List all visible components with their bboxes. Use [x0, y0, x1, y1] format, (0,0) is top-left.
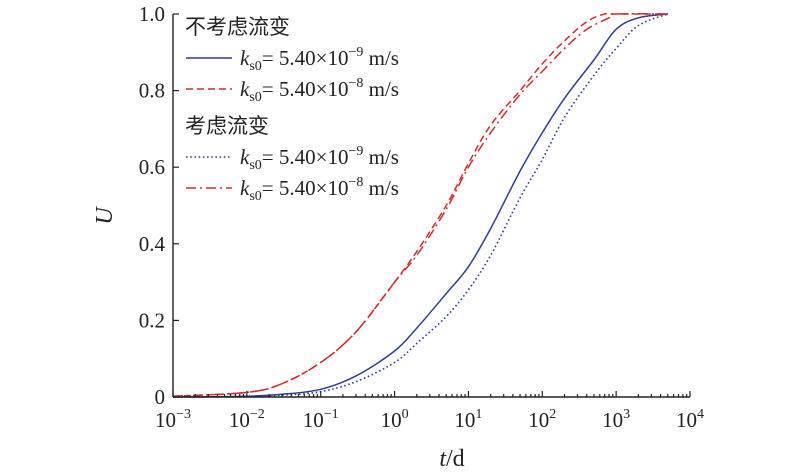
x-tick-exponent: −1 — [324, 407, 339, 422]
x-axis-label-unit: /d — [446, 446, 465, 472]
x-tick-exponent: −3 — [176, 407, 191, 422]
x-tick-exponent: 0 — [402, 407, 409, 422]
x-tick-base: 10 — [229, 408, 250, 432]
y-ticks: 0 0.2 0.4 0.6 0.8 1.0 — [139, 2, 179, 409]
x-tick-exponent: 1 — [475, 407, 482, 422]
x-tick-label: 100 — [381, 407, 409, 432]
y-tick-label: 0 — [155, 385, 166, 409]
y-axis-label: U — [92, 206, 118, 225]
x-tick-exponent: 4 — [697, 407, 704, 422]
axes — [172, 14, 690, 398]
x-tick-label: 104 — [676, 407, 704, 432]
x-axis-label-var: t — [439, 446, 447, 472]
y-tick-label: 1.0 — [139, 2, 165, 26]
x-tick-label: 10−2 — [229, 407, 265, 432]
legend-entry-label: ks0= 5.40×10−8 m/s — [240, 175, 399, 204]
legend-group-title: 不考虑流变 — [185, 15, 290, 39]
x-axis-label: t/d — [439, 446, 464, 472]
y-tick-label: 0.4 — [139, 232, 166, 256]
series-line-4 — [172, 12, 668, 397]
x-tick-base: 10 — [155, 408, 176, 432]
x-ticks: 10−3 10−2 10−1 100 101 102 103 104 — [155, 391, 704, 432]
y-tick-label: 0.6 — [139, 155, 165, 179]
x-tick-label: 10−1 — [303, 407, 339, 432]
y-tick-label: 0.2 — [139, 308, 165, 332]
series-line-1 — [172, 13, 668, 398]
x-tick-label: 101 — [454, 407, 482, 432]
legend-group-title: 考虑流变 — [185, 114, 269, 138]
legend-entry-label: ks0= 5.40×10−9 m/s — [240, 144, 399, 173]
legend-entry-label: ks0= 5.40×10−8 m/s — [240, 76, 399, 105]
x-tick-exponent: −2 — [250, 407, 265, 422]
y-tick-label: 0.8 — [139, 79, 165, 103]
series-line-2 — [172, 12, 668, 397]
x-tick-base: 10 — [454, 408, 475, 432]
x-tick-base: 10 — [676, 408, 697, 432]
series-line-3 — [172, 13, 669, 398]
x-tick-base: 10 — [602, 408, 623, 432]
x-tick-label: 103 — [602, 407, 630, 432]
x-tick-label: 102 — [528, 407, 556, 432]
x-tick-base: 10 — [528, 408, 549, 432]
series-layer — [172, 12, 669, 398]
x-tick-exponent: 2 — [549, 407, 556, 422]
x-tick-base: 10 — [381, 408, 402, 432]
x-tick-base: 10 — [303, 408, 324, 432]
legend-entry-label: ks0= 5.40×10−9 m/s — [240, 45, 399, 74]
x-tick-exponent: 3 — [623, 407, 630, 422]
x-tick-label: 10−3 — [155, 407, 191, 432]
